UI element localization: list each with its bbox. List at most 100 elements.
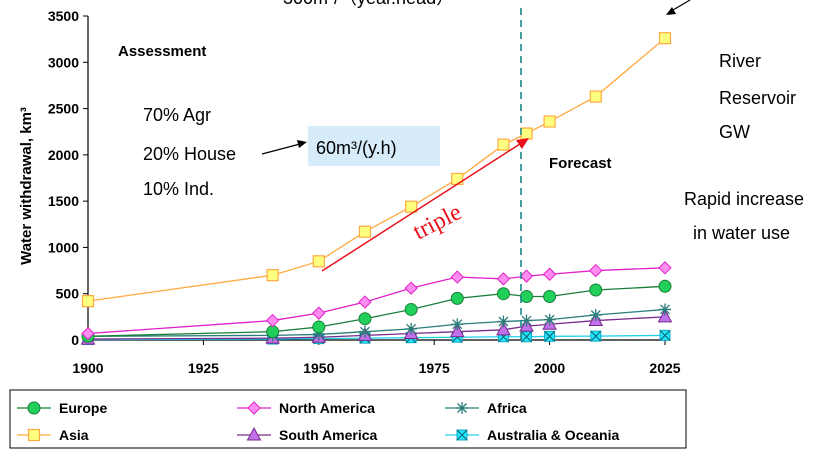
data-point-australia-oceania [659,329,671,341]
data-point-europe [658,279,672,293]
data-point-asia [451,172,464,186]
y-tick-label: 1500 [48,193,79,209]
data-point-europe [496,287,510,301]
legend-item-north-america: North America [237,400,375,416]
river-label: River [719,51,761,71]
axes: 0 500 1000 1500 2000 2500 3000 3500 1900 1925 1950… [18,8,681,376]
data-point-north-america [496,272,511,286]
data-point-africa [497,315,510,328]
legend-label: Asia [59,427,89,443]
legend-box [9,389,687,449]
data-point-north-america [519,269,534,283]
rapid-increase-label-1: Rapid increase [684,189,804,209]
data-point-africa [543,313,556,326]
marker-cross [659,329,671,341]
data-point-europe [450,291,464,305]
legend-label: South America [279,427,377,443]
series-line-europe [87,285,666,337]
legend-label: Europe [59,400,107,416]
y-tick-label: 2000 [48,147,79,163]
data-point-asia [520,127,533,140]
gw-label: GW [719,122,750,142]
data-point-north-america [312,306,326,320]
legend-item-south-america: South America [237,426,377,443]
data-point-south-america [496,321,511,336]
data-point-north-america [265,313,280,328]
legend: Europe North America Africa Asia South Ameri… [9,389,687,449]
marker-cross [521,331,532,343]
y-axis-title: Water withdrawal, km³ [18,107,35,265]
data-point-north-america [450,270,464,284]
data-point-north-america [358,295,372,309]
marker-cross [456,429,468,441]
data-point-asia [266,269,279,282]
rapid-increase-label-2: in water use [693,223,790,243]
legend-item-asia: Asia [17,427,89,443]
house-arrow-head [297,140,307,148]
y-tick-label: 3000 [48,54,79,70]
series-north-america [81,261,672,341]
data-point-australia-oceania [590,330,602,342]
top-arrow-head [666,7,676,15]
data-point-asia [81,295,95,308]
house-share-label: 20% House [143,144,236,164]
legend-label: Australia & Oceania [487,427,619,443]
series-south-america [80,308,673,345]
data-point-europe [404,302,418,316]
y-tick-label: 500 [56,286,80,302]
y-tick-label: 3500 [48,8,79,24]
legend-marker [247,401,261,415]
rate-label: 60m³/(y.h) [316,138,397,158]
ind-share-label: 10% Ind. [143,179,214,199]
assessment-label: Assessment [118,43,206,60]
data-point-asia [497,138,510,151]
data-point-asia [358,225,372,238]
data-point-asia [658,32,672,45]
data-point-australia-oceania [544,330,556,342]
x-tick-label: 2000 [534,360,565,376]
triple-label: triple [409,199,466,245]
marker-cross [544,330,556,342]
data-point-north-america [589,263,603,278]
data-point-north-america [404,281,418,295]
legend-marker [27,401,41,415]
series-europe [81,279,672,343]
series-layer [80,32,673,346]
y-tick-label: 0 [71,332,79,348]
data-point-asia [543,115,556,128]
series-australia-oceania [82,329,671,346]
rate-box [308,126,440,166]
legend-marker [456,429,468,441]
data-point-europe [543,289,557,303]
house-arrow [261,143,301,155]
data-point-africa [520,314,533,327]
legend-item-australia-oceania: Australia & Oceania [445,427,619,443]
data-point-europe [312,320,326,334]
legend-marker [246,426,262,441]
marker-cross [590,330,602,342]
legend-label: North America [279,400,375,416]
agr-share-label: 70% Agr [143,105,211,125]
data-point-africa [589,309,602,322]
x-tick-label: 1950 [303,360,334,376]
series-line-north-america [87,267,666,335]
data-point-australia-oceania [521,331,533,343]
top-partial-label: 300m³/（year.head） [283,0,454,8]
forecast-label: Forecast [549,155,612,172]
legend-marker [456,402,468,414]
series-line-africa [87,308,666,337]
data-point-africa [659,303,671,316]
series-asia [81,32,672,308]
data-point-africa [312,328,325,341]
data-point-europe [266,325,280,339]
reservoir-label: Reservoir [719,88,796,108]
y-tick-label: 2500 [48,101,79,117]
legend-item-africa: Africa [445,400,527,416]
triple-arrow-head [516,138,529,149]
data-point-north-america [658,261,672,275]
x-tick-label: 1975 [419,360,450,376]
triple-arrow [321,141,524,272]
data-point-asia [312,255,325,268]
x-tick-label: 2025 [649,360,680,376]
data-point-north-america [542,267,557,281]
